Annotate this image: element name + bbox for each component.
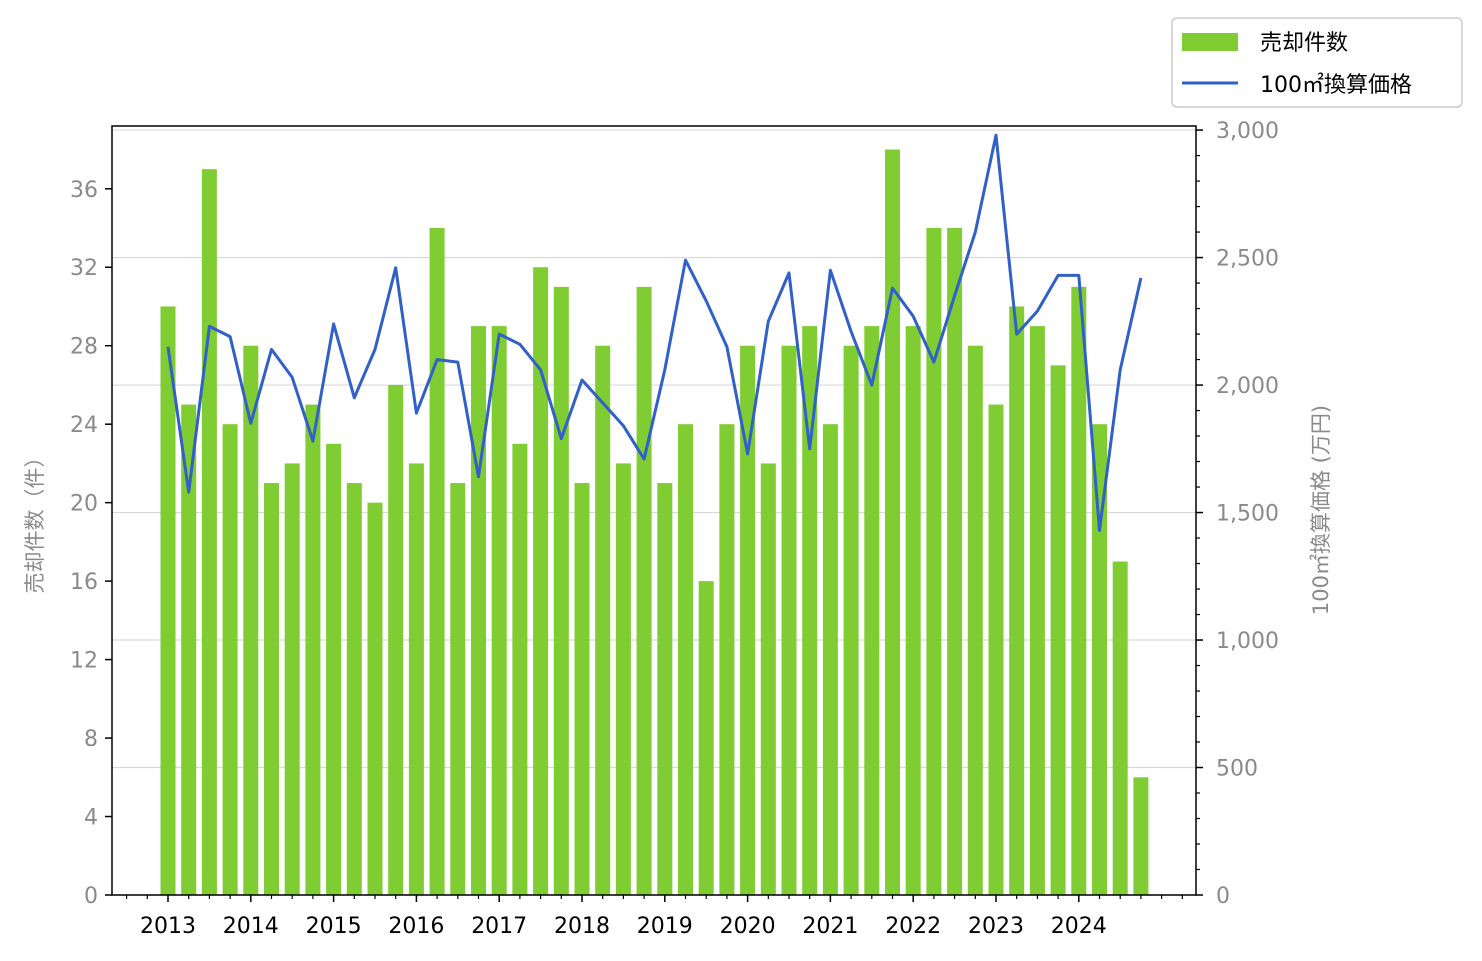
x-tick-label: 2018	[554, 914, 610, 939]
bar	[740, 345, 756, 895]
bar	[822, 424, 838, 895]
bar	[512, 443, 528, 895]
bar	[471, 326, 486, 895]
bar	[1133, 777, 1149, 895]
right-tick-label: 2,000	[1216, 374, 1279, 399]
right-y-axis: 0 500 1,000 1,500 2,000 2,500 3,000	[1196, 119, 1279, 909]
bar	[967, 345, 983, 895]
bar	[1071, 286, 1087, 895]
x-tick-label: 2015	[306, 914, 362, 939]
left-tick-label: 8	[84, 727, 98, 752]
bar	[719, 424, 735, 895]
bar	[429, 228, 445, 896]
bar	[243, 345, 259, 895]
bar	[160, 306, 176, 895]
left-y-axis: 0 4 8 12 16 20 24 28 32 36	[70, 178, 112, 909]
left-tick-label: 24	[70, 413, 98, 438]
bar	[926, 228, 942, 896]
bar	[657, 483, 673, 895]
bar	[553, 286, 569, 895]
x-tick-label: 2014	[223, 914, 279, 939]
bar	[595, 345, 611, 895]
left-tick-label: 4	[84, 806, 98, 831]
bar	[615, 463, 631, 895]
x-tick-label: 2023	[968, 914, 1024, 939]
bar	[181, 404, 197, 895]
bar	[698, 581, 714, 895]
left-tick-label: 12	[70, 649, 98, 674]
bar	[1092, 424, 1107, 895]
x-tick-label: 2024	[1051, 914, 1107, 939]
bar	[781, 345, 797, 895]
x-tick-label: 2020	[720, 914, 776, 939]
x-tick-label: 2022	[885, 914, 941, 939]
bar-series	[160, 149, 1149, 896]
bar	[1112, 561, 1128, 895]
bar	[491, 326, 507, 895]
left-tick-label: 20	[70, 492, 98, 517]
bar	[284, 463, 300, 895]
x-tick-label: 2021	[802, 914, 858, 939]
bar	[843, 345, 859, 895]
bar	[947, 228, 963, 896]
legend-line-label: 100㎡換算価格	[1260, 72, 1412, 98]
bar	[450, 483, 466, 895]
bar	[305, 404, 321, 895]
bar	[388, 384, 404, 895]
legend-box	[1171, 17, 1463, 108]
bar	[326, 443, 342, 895]
right-tick-label: 500	[1216, 757, 1258, 782]
right-tick-label: 1,000	[1216, 629, 1279, 654]
bar	[1009, 306, 1025, 895]
bar	[264, 483, 279, 895]
bar	[346, 483, 362, 895]
bar	[222, 424, 238, 895]
bar	[988, 404, 1004, 895]
bar	[760, 463, 776, 895]
left-tick-label: 32	[70, 256, 98, 281]
bar	[367, 502, 383, 895]
bar	[802, 326, 818, 895]
right-tick-label: 3,000	[1216, 119, 1279, 144]
bar	[1029, 326, 1045, 895]
x-tick-label: 2013	[140, 914, 196, 939]
bar	[864, 326, 880, 895]
legend: 売却件数 100㎡換算価格	[1171, 17, 1463, 108]
right-y-axis-title: 100㎡換算価格 (万円)	[1309, 405, 1333, 615]
left-tick-label: 0	[84, 884, 98, 909]
bar	[905, 326, 921, 895]
legend-bar-label: 売却件数	[1260, 31, 1348, 56]
bar	[574, 483, 590, 895]
legend-bar-swatch	[1182, 33, 1238, 51]
right-tick-label: 1,500	[1216, 502, 1279, 527]
right-tick-label: 2,500	[1216, 247, 1279, 272]
x-tick-label: 2019	[637, 914, 693, 939]
line-series	[166, 133, 1143, 532]
bar	[636, 286, 652, 895]
price-line	[166, 133, 1143, 532]
left-y-axis-title: 売却件数（件）	[23, 447, 47, 594]
plot-frame	[111, 125, 1197, 896]
left-tick-label: 36	[70, 178, 98, 203]
x-tick-label: 2017	[471, 914, 527, 939]
bar	[678, 424, 693, 895]
bar	[533, 267, 549, 896]
x-axis: 2013 2014 2015 2016 2017 2018 2019 2020 2021 2022…	[125, 895, 1183, 939]
left-tick-label: 16	[70, 570, 98, 595]
bar	[885, 149, 900, 895]
bar	[1050, 365, 1066, 895]
left-tick-label: 28	[70, 335, 98, 360]
bar	[201, 169, 217, 896]
bar	[408, 463, 424, 895]
right-tick-label: 0	[1216, 884, 1230, 909]
x-tick-label: 2016	[388, 914, 444, 939]
